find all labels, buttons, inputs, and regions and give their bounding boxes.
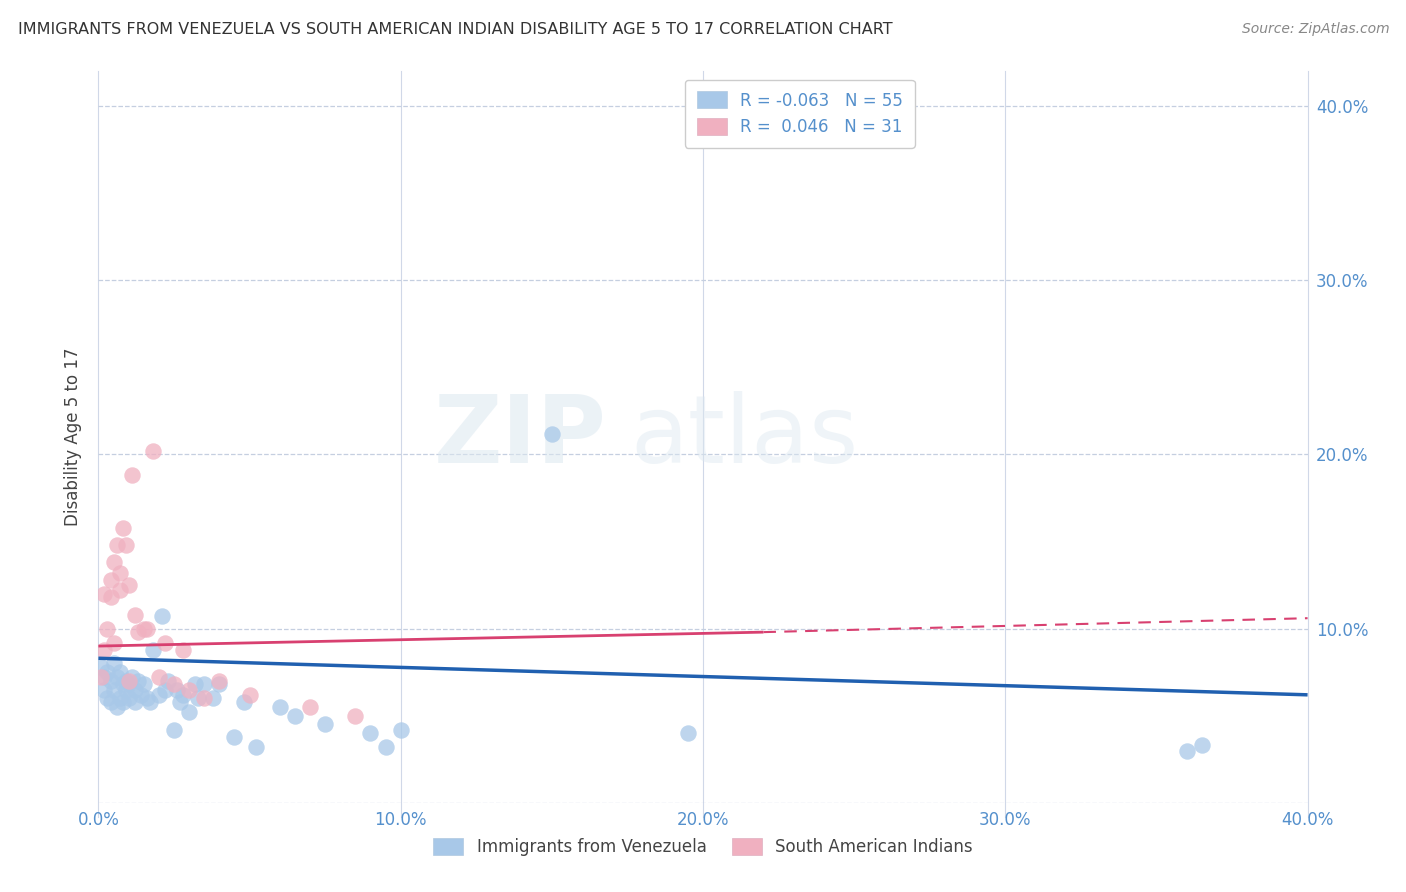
Point <box>93 642 115 657</box>
Point <box>118 673 141 688</box>
Point <box>314 717 336 731</box>
Point <box>108 691 131 706</box>
Point <box>163 723 186 737</box>
Point <box>360 726 382 740</box>
Text: Source: ZipAtlas.com: Source: ZipAtlas.com <box>1241 22 1389 37</box>
Point <box>111 677 134 691</box>
Point <box>179 682 201 697</box>
Point <box>118 578 141 592</box>
Point <box>676 726 699 740</box>
Point <box>166 682 188 697</box>
Point <box>239 688 262 702</box>
Point <box>108 566 131 580</box>
Point <box>100 673 122 688</box>
Point <box>163 677 186 691</box>
Point <box>132 677 155 691</box>
Point <box>108 583 131 598</box>
Point <box>118 691 141 706</box>
Point <box>135 691 157 706</box>
Point <box>208 673 231 688</box>
Point <box>169 695 191 709</box>
Point <box>132 622 155 636</box>
Point <box>103 556 125 570</box>
Point <box>100 591 122 605</box>
Text: IMMIGRANTS FROM VENEZUELA VS SOUTH AMERICAN INDIAN DISABILITY AGE 5 TO 17 CORREL: IMMIGRANTS FROM VENEZUELA VS SOUTH AMERI… <box>18 22 893 37</box>
Point <box>90 660 112 674</box>
Point <box>374 740 396 755</box>
Point <box>299 700 322 714</box>
Point <box>540 426 562 441</box>
Point <box>124 695 146 709</box>
Y-axis label: Disability Age 5 to 17: Disability Age 5 to 17 <box>65 348 83 526</box>
Point <box>93 670 115 684</box>
Point <box>153 682 176 697</box>
Point <box>114 682 136 697</box>
Point <box>172 642 194 657</box>
Point <box>179 705 201 719</box>
Point <box>108 665 131 680</box>
Point <box>148 670 170 684</box>
Point <box>184 677 207 691</box>
Text: ZIP: ZIP <box>433 391 606 483</box>
Point <box>156 673 179 688</box>
Point <box>103 682 125 697</box>
Point <box>118 677 141 691</box>
Point <box>127 625 149 640</box>
Point <box>139 695 162 709</box>
Point <box>93 682 115 697</box>
Point <box>111 521 134 535</box>
Point <box>193 677 215 691</box>
Point <box>224 730 246 744</box>
Point <box>93 587 115 601</box>
Point <box>172 688 194 702</box>
Point <box>111 695 134 709</box>
Point <box>114 673 136 688</box>
Point <box>103 657 125 671</box>
Point <box>1191 739 1213 753</box>
Point <box>153 635 176 649</box>
Point <box>124 682 146 697</box>
Point <box>344 708 367 723</box>
Point <box>90 670 112 684</box>
Point <box>103 635 125 649</box>
Point <box>129 688 152 702</box>
Point <box>389 723 412 737</box>
Point <box>127 673 149 688</box>
Point <box>135 622 157 636</box>
Text: atlas: atlas <box>630 391 859 483</box>
Point <box>105 700 128 714</box>
Point <box>202 691 225 706</box>
Point <box>96 665 118 680</box>
Point <box>124 607 146 622</box>
Point <box>142 642 165 657</box>
Legend: Immigrants from Venezuela, South American Indians: Immigrants from Venezuela, South America… <box>422 826 984 868</box>
Point <box>96 622 118 636</box>
Point <box>100 695 122 709</box>
Point <box>187 691 209 706</box>
Point <box>114 538 136 552</box>
Point <box>105 538 128 552</box>
Point <box>193 691 215 706</box>
Point <box>269 700 291 714</box>
Point <box>142 444 165 458</box>
Point <box>245 740 267 755</box>
Point <box>121 670 143 684</box>
Point <box>148 688 170 702</box>
Point <box>150 609 173 624</box>
Point <box>1175 743 1198 757</box>
Point <box>208 677 231 691</box>
Point <box>100 573 122 587</box>
Point <box>232 695 254 709</box>
Point <box>121 468 143 483</box>
Point <box>284 708 307 723</box>
Point <box>105 670 128 684</box>
Point <box>96 691 118 706</box>
